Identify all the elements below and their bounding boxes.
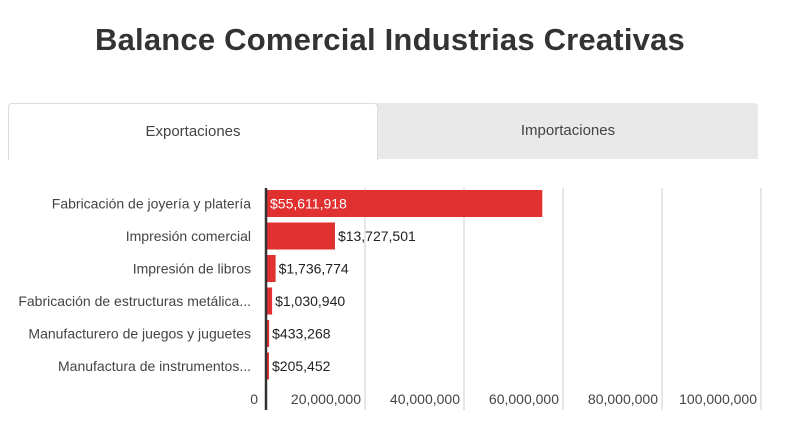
x-tick-label: 100,000,000 — [679, 391, 757, 407]
bar — [267, 190, 543, 217]
data-label: $205,452 — [272, 358, 331, 374]
data-label: $1,030,940 — [275, 293, 345, 309]
bar — [267, 287, 273, 315]
chart-title: Balance Comercial Industrias Creativas — [95, 22, 685, 57]
data-label: $433,268 — [272, 326, 331, 342]
bar — [267, 222, 335, 250]
data-label: $1,736,774 — [279, 261, 349, 277]
tab-importaciones[interactable]: Importaciones — [520, 122, 616, 139]
x-tick-label: 80,000,000 — [588, 391, 658, 407]
category-label: Fabricación de joyería y platería — [52, 196, 251, 212]
category-label: Fabricación de estructuras metálica... — [18, 293, 251, 309]
x-tick-label: 60,000,000 — [489, 391, 559, 407]
category-label: Manufactura de instrumentos... — [58, 358, 251, 374]
category-label: Manufacturero de juegos y juguetes — [28, 326, 251, 342]
tab-bar: Exportaciones Importaciones — [8, 103, 758, 160]
x-tick-label: 40,000,000 — [390, 391, 460, 407]
category-label: Impresión de libros — [133, 261, 251, 277]
tab-exportaciones[interactable]: Exportaciones — [8, 103, 378, 160]
data-label: $55,611,918 — [270, 196, 347, 212]
bar — [267, 352, 269, 380]
bar — [267, 320, 270, 347]
category-label: Impresión comercial — [126, 228, 251, 244]
bar — [267, 255, 276, 282]
data-label: $13,727,501 — [338, 228, 416, 244]
x-tick-label: 20,000,000 — [291, 391, 361, 407]
x-tick-label: 0 — [250, 391, 258, 407]
